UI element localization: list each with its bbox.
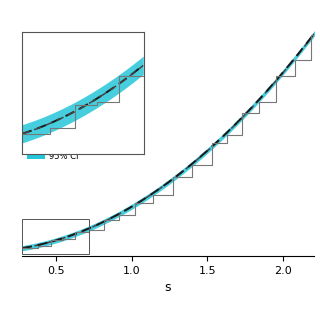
X-axis label: s: s: [165, 281, 171, 294]
Bar: [22, 219, 89, 254]
Legend: K(s) Theoretical, K(s) Ordered, K(s) Random, 95% CI: K(s) Theoretical, K(s) Ordered, K(s) Ran…: [27, 117, 115, 161]
